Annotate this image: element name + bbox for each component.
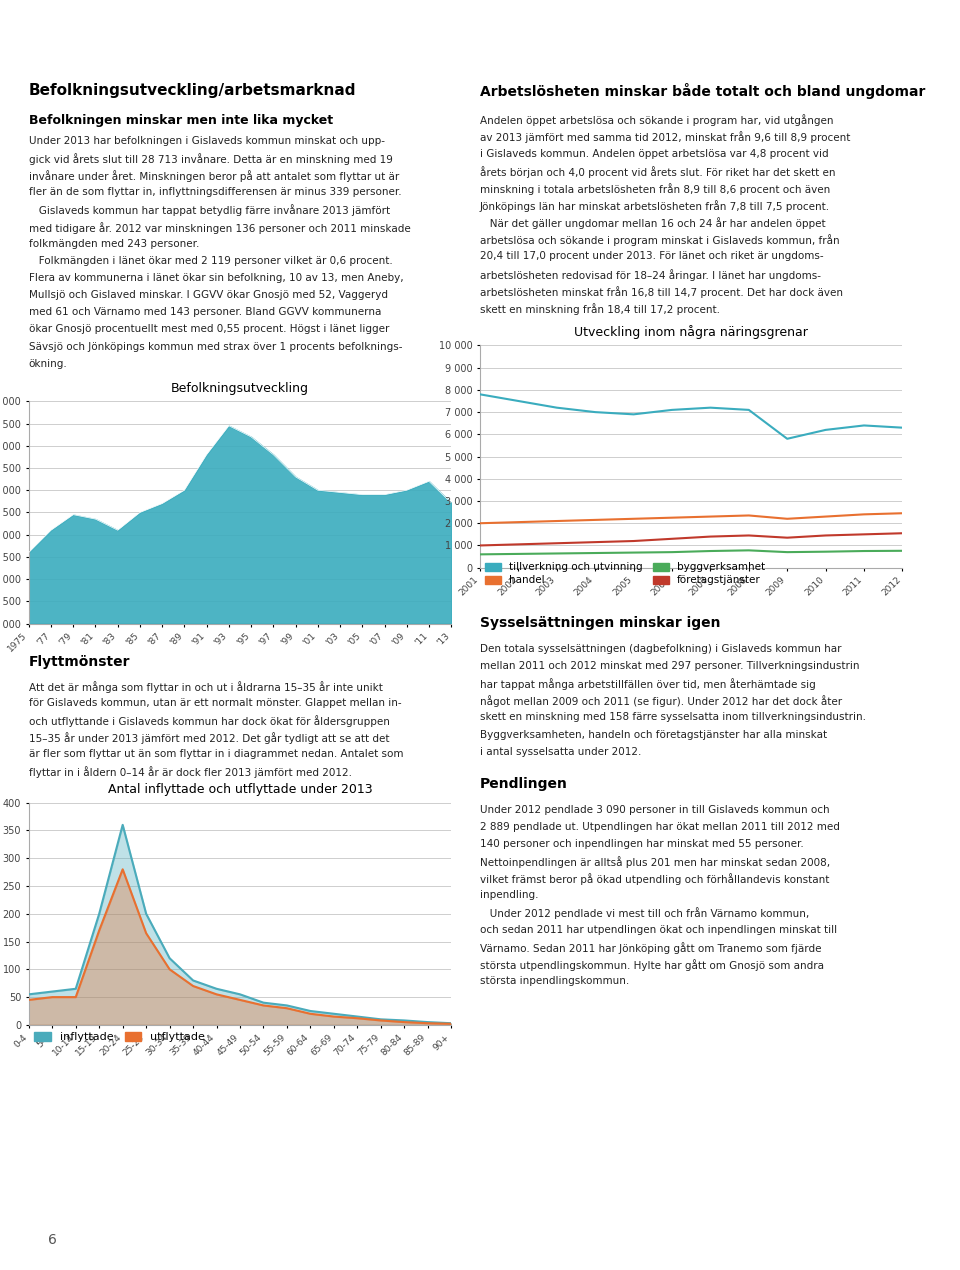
Text: ökning.: ökning. — [29, 358, 67, 368]
Text: Antal inflyttade och utflyttade under 2013: Antal inflyttade och utflyttade under 20… — [108, 784, 372, 796]
Text: 6: 6 — [48, 1233, 57, 1247]
Text: största utpendlingskommun. Hylte har gått om Gnosjö som andra: största utpendlingskommun. Hylte har gåt… — [480, 959, 824, 970]
Text: 140 personer och inpendlingen har minskat med 55 personer.: 140 personer och inpendlingen har minska… — [480, 838, 804, 848]
Text: Den totala sysselsättningen (dagbefolkning) i Gislaveds kommun har: Den totala sysselsättningen (dagbefolkni… — [480, 644, 842, 654]
Text: är fler som flyttar ut än som flyttar in i diagrammet nedan. Antalet som: är fler som flyttar ut än som flyttar in… — [29, 749, 403, 759]
Text: årets början och 4,0 procent vid årets slut. För riket har det skett en: årets början och 4,0 procent vid årets s… — [480, 165, 835, 178]
Text: 2 889 pendlade ut. Utpendlingen har ökat mellan 2011 till 2012 med: 2 889 pendlade ut. Utpendlingen har ökat… — [480, 822, 840, 832]
Text: Befolkningen minskar men inte lika mycket: Befolkningen minskar men inte lika mycke… — [29, 114, 333, 127]
Text: i Gislaveds kommun. Andelen öppet arbetslösa var 4,8 procent vid: i Gislaveds kommun. Andelen öppet arbets… — [480, 149, 828, 159]
Text: arbetslösa och sökande i program minskat i Gislaveds kommun, från: arbetslösa och sökande i program minskat… — [480, 234, 840, 246]
Text: Flyttmönster: Flyttmönster — [29, 655, 131, 669]
Text: arbetslösheten minskat från 16,8 till 14,7 procent. Det har dock även: arbetslösheten minskat från 16,8 till 14… — [480, 286, 843, 297]
Text: Sysselsättningen minskar igen: Sysselsättningen minskar igen — [480, 616, 721, 630]
Text: invånare under året. Minskningen beror på att antalet som flyttar ut är: invånare under året. Minskningen beror p… — [29, 170, 399, 182]
Text: av 2013 jämfört med samma tid 2012, minskat från 9,6 till 8,9 procent: av 2013 jämfört med samma tid 2012, mins… — [480, 131, 851, 144]
Text: Nettoinpendlingen är alltså plus 201 men har minskat sedan 2008,: Nettoinpendlingen är alltså plus 201 men… — [480, 856, 830, 867]
Text: ökar Gnosjö procentuellt mest med 0,55 procent. Högst i länet ligger: ökar Gnosjö procentuellt mest med 0,55 p… — [29, 324, 389, 334]
Text: i antal sysselsatta under 2012.: i antal sysselsatta under 2012. — [480, 747, 641, 757]
Text: Gislaveds kommun har tappat betydlig färre invånare 2013 jämfört: Gislaveds kommun har tappat betydlig fär… — [29, 204, 390, 216]
Text: 15–35 år under 2013 jämfört med 2012. Det går tydligt att se att det: 15–35 år under 2013 jämfört med 2012. De… — [29, 732, 390, 744]
Text: skett en minskning med 158 färre sysselsatta inom tillverkningsindustrin.: skett en minskning med 158 färre syssels… — [480, 712, 866, 723]
Text: Pendlingen: Pendlingen — [480, 776, 568, 791]
Text: skett en minskning från 18,4 till 17,2 procent.: skett en minskning från 18,4 till 17,2 p… — [480, 302, 720, 315]
Text: Värnamo. Sedan 2011 har Jönköping gått om Tranemo som fjärde: Värnamo. Sedan 2011 har Jönköping gått o… — [480, 941, 822, 954]
Text: har tappat många arbetstillfällen över tid, men återhämtade sig: har tappat många arbetstillfällen över t… — [480, 678, 816, 690]
Text: Flera av kommunerna i länet ökar sin befolkning, 10 av 13, men Aneby,: Flera av kommunerna i länet ökar sin bef… — [29, 273, 403, 283]
Text: något mellan 2009 och 2011 (se figur). Under 2012 har det dock åter: något mellan 2009 och 2011 (se figur). U… — [480, 695, 842, 707]
Text: gick vid årets slut till 28 713 invånare. Detta är en minskning med 19: gick vid årets slut till 28 713 invånare… — [29, 152, 393, 165]
Text: största inpendlingskommun.: största inpendlingskommun. — [480, 975, 629, 986]
Text: Under 2012 pendlade vi mest till och från Värnamo kommun,: Under 2012 pendlade vi mest till och frå… — [480, 907, 809, 919]
Text: 20,4 till 17,0 procent under 2013. För länet och riket är ungdoms-: 20,4 till 17,0 procent under 2013. För l… — [480, 251, 824, 262]
Text: Befolkningsutveckling: Befolkningsutveckling — [171, 382, 309, 395]
Text: och utflyttande i Gislaveds kommun har dock ökat för åldersgruppen: och utflyttande i Gislaveds kommun har d… — [29, 715, 390, 726]
Text: flyttar in i åldern 0–14 år är dock fler 2013 jämfört med 2012.: flyttar in i åldern 0–14 år är dock fler… — [29, 766, 351, 779]
Text: Befolkningsutveckling/arbetsmarknad: Befolkningsutveckling/arbetsmarknad — [29, 83, 356, 98]
Text: Utveckling inom några näringsgrenar: Utveckling inom några näringsgrenar — [574, 325, 808, 339]
Text: och sedan 2011 har utpendlingen ökat och inpendlingen minskat till: och sedan 2011 har utpendlingen ökat och… — [480, 925, 837, 935]
Text: arbetslösheten redovisad för 18–24 åringar. I länet har ungdoms-: arbetslösheten redovisad för 18–24 åring… — [480, 268, 821, 281]
Legend: tillverkning och utvinning, handel, byggverksamhet, företagstjänster: tillverkning och utvinning, handel, bygg… — [485, 563, 765, 585]
Text: ÅR 2013 I KORTHET: ÅR 2013 I KORTHET — [19, 28, 262, 48]
Text: Andelen öppet arbetslösa och sökande i program har, vid utgången: Andelen öppet arbetslösa och sökande i p… — [480, 114, 833, 126]
Text: folkmängden med 243 personer.: folkmängden med 243 personer. — [29, 239, 199, 249]
Text: mellan 2011 och 2012 minskat med 297 personer. Tillverkningsindustrin: mellan 2011 och 2012 minskat med 297 per… — [480, 660, 859, 671]
Text: Arbetslösheten minskar både totalt och bland ungdomar: Arbetslösheten minskar både totalt och b… — [480, 83, 925, 99]
Text: med tidigare år. 2012 var minskningen 136 personer och 2011 minskade: med tidigare år. 2012 var minskningen 13… — [29, 221, 411, 234]
Text: vilket främst beror på ökad utpendling och förhållandevis konstant: vilket främst beror på ökad utpendling o… — [480, 872, 829, 885]
Text: Mullsjö och Gislaved minskar. I GGVV ökar Gnosjö med 52, Vaggeryd: Mullsjö och Gislaved minskar. I GGVV öka… — [29, 290, 388, 300]
Text: fler än de som flyttar in, inflyttningsdifferensen är minus 339 personer.: fler än de som flyttar in, inflyttningsd… — [29, 187, 401, 197]
Legend: inflyttade, utflyttade: inflyttade, utflyttade — [35, 1033, 205, 1043]
Text: Sävsjö och Jönköpings kommun med strax över 1 procents befolknings-: Sävsjö och Jönköpings kommun med strax ö… — [29, 342, 402, 352]
Text: Jönköpings län har minskat arbetslösheten från 7,8 till 7,5 procent.: Jönköpings län har minskat arbetslöshete… — [480, 199, 830, 212]
Text: Under 2012 pendlade 3 090 personer in till Gislaveds kommun och: Under 2012 pendlade 3 090 personer in ti… — [480, 804, 829, 814]
Text: för Gislaveds kommun, utan är ett normalt mönster. Glappet mellan in-: för Gislaveds kommun, utan är ett normal… — [29, 697, 401, 707]
Text: med 61 och Värnamo med 143 personer. Bland GGVV kommunerna: med 61 och Värnamo med 143 personer. Bla… — [29, 307, 381, 318]
Text: Att det är många som flyttar in och ut i åldrarna 15–35 år inte unikt: Att det är många som flyttar in och ut i… — [29, 681, 383, 692]
Text: Byggverksamheten, handeln och företagstjänster har alla minskat: Byggverksamheten, handeln och företagstj… — [480, 729, 828, 739]
Text: Folkmängden i länet ökar med 2 119 personer vilket är 0,6 procent.: Folkmängden i länet ökar med 2 119 perso… — [29, 255, 393, 265]
Text: När det gäller ungdomar mellan 16 och 24 år har andelen öppet: När det gäller ungdomar mellan 16 och 24… — [480, 217, 826, 229]
Text: Under 2013 har befolkningen i Gislaveds kommun minskat och upp-: Under 2013 har befolkningen i Gislaveds … — [29, 136, 385, 146]
Text: inpendling.: inpendling. — [480, 890, 539, 900]
Text: minskning i totala arbetslösheten från 8,9 till 8,6 procent och även: minskning i totala arbetslösheten från 8… — [480, 183, 830, 194]
